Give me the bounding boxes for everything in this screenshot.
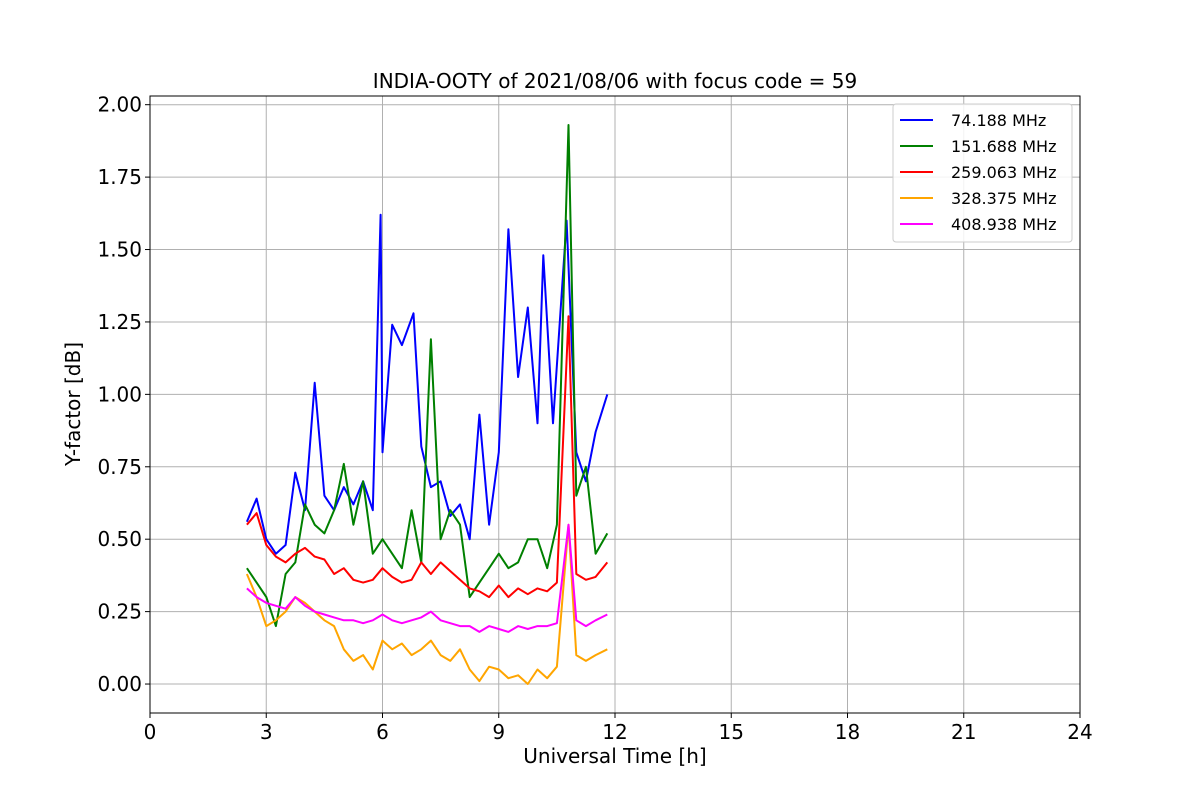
x-tick-label: 6 — [376, 720, 389, 744]
y-tick-label: 0.25 — [97, 600, 142, 624]
legend-label: 74.188 MHz — [951, 111, 1046, 130]
y-tick-label: 1.50 — [97, 238, 142, 262]
x-tick-label: 0 — [144, 720, 157, 744]
y-axis-label: Y-factor [dB] — [61, 342, 85, 467]
y-tick-label: 2.00 — [97, 93, 142, 117]
legend: 74.188 MHz 151.688 MHz 259.063 MHz 328.375 … — [892, 103, 1073, 243]
legend-label: 259.063 MHz — [951, 163, 1056, 182]
x-tick-label: 18 — [835, 720, 860, 744]
y-tick-label: 1.25 — [97, 310, 142, 334]
y-tick-label: 0.75 — [97, 455, 142, 479]
x-tick-label: 15 — [719, 720, 744, 744]
series-line-3 — [245, 523, 608, 685]
axes: 0 3 6 9 12 15 18 21 24 0.00 0.25 0.50 0.75 1.00 1.25 1.… — [97, 93, 1092, 744]
series-line-1 — [246, 124, 609, 628]
grid — [149, 96, 1081, 713]
legend-label: 408.938 MHz — [951, 215, 1056, 234]
legend-label: 151.688 MHz — [951, 137, 1056, 156]
series-line-4 — [246, 523, 608, 633]
x-axis-label: Universal Time [h] — [523, 744, 706, 768]
y-tick-label: 1.00 — [97, 382, 142, 406]
plot-area — [245, 124, 609, 685]
series-line-0 — [245, 213, 609, 555]
y-tick-label: 1.75 — [97, 165, 142, 189]
x-tick-label: 21 — [951, 720, 976, 744]
y-tick-label: 0.50 — [97, 527, 142, 551]
x-tick-label: 12 — [602, 720, 627, 744]
chart-title: INDIA-OOTY of 2021/08/06 with focus code… — [373, 69, 857, 93]
x-tick-label: 9 — [492, 720, 505, 744]
y-tick-label: 0.00 — [97, 672, 142, 696]
x-tick-label: 3 — [260, 720, 273, 744]
legend-label: 328.375 MHz — [951, 189, 1056, 208]
legend-box — [892, 103, 1073, 243]
series-line-2 — [246, 315, 609, 599]
x-tick-label: 24 — [1067, 720, 1092, 744]
